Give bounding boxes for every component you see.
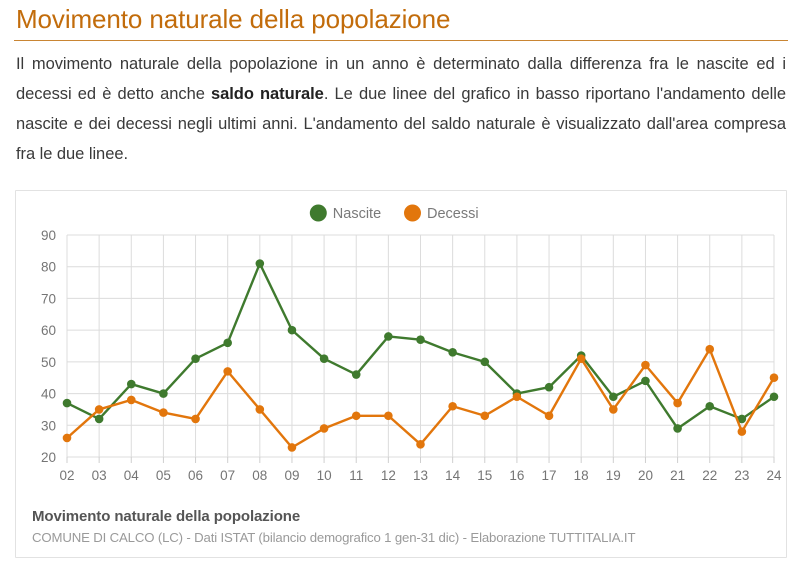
data-point[interactable] bbox=[319, 354, 329, 363]
data-point[interactable] bbox=[223, 367, 232, 376]
x-axis: 02 03 04 05 06 07 08 09 10 11 12 13 14 15 16 17 18 19 20 21… bbox=[59, 235, 782, 483]
x-axis-tick-label: 20 bbox=[638, 468, 653, 483]
y-axis-tick-label: 40 bbox=[41, 387, 56, 402]
y-axis-tick-label: 30 bbox=[41, 418, 56, 433]
data-point[interactable] bbox=[94, 405, 104, 414]
intro-paragraph: Il movimento naturale della popolazione … bbox=[14, 49, 788, 169]
x-axis-tick-label: 23 bbox=[734, 468, 749, 483]
data-point[interactable] bbox=[191, 354, 200, 363]
y-axis-tick-label: 80 bbox=[41, 260, 56, 275]
x-axis-tick-label: 02 bbox=[59, 468, 74, 483]
data-point[interactable] bbox=[62, 398, 72, 408]
x-axis-tick-label: 24 bbox=[766, 468, 782, 483]
series-nascite bbox=[62, 259, 779, 433]
legend-item-nascite[interactable]: Nascite bbox=[309, 204, 381, 223]
data-point[interactable] bbox=[609, 392, 618, 402]
page-title: Movimento naturale della popolazione bbox=[14, 0, 788, 41]
y-axis-tick-label: 20 bbox=[41, 450, 56, 465]
chart-gridlines: 20 30 40 50 60 70 80 90 bbox=[41, 228, 774, 465]
data-point[interactable] bbox=[384, 411, 393, 421]
data-point[interactable] bbox=[416, 440, 425, 449]
data-point[interactable] bbox=[159, 408, 168, 417]
data-point[interactable] bbox=[705, 401, 715, 411]
data-point[interactable] bbox=[319, 424, 329, 433]
x-axis-tick-label: 09 bbox=[284, 468, 299, 483]
data-point[interactable] bbox=[384, 332, 393, 341]
chart-legend: Nascite Decessi bbox=[309, 204, 479, 223]
intro-text-part-2: . Le due linee del grafico in basso ripo… bbox=[16, 84, 786, 163]
data-point[interactable] bbox=[544, 382, 554, 392]
line-chart: 20 30 40 50 60 70 80 90 02 03 04 05 06 07 08 09 10 11 12 13… bbox=[41, 204, 782, 483]
x-axis-tick-label: 10 bbox=[317, 468, 332, 483]
data-point[interactable] bbox=[126, 395, 136, 405]
data-point[interactable] bbox=[544, 411, 554, 421]
data-point[interactable] bbox=[62, 433, 72, 443]
x-axis-tick-label: 22 bbox=[702, 468, 717, 483]
x-axis-tick-label: 12 bbox=[381, 468, 396, 483]
data-point[interactable] bbox=[769, 392, 779, 402]
data-point[interactable] bbox=[769, 373, 779, 383]
data-point[interactable] bbox=[191, 414, 200, 424]
data-point[interactable] bbox=[416, 335, 425, 344]
x-axis-tick-label: 19 bbox=[606, 468, 621, 483]
data-point[interactable] bbox=[705, 344, 715, 354]
x-axis-tick-label: 15 bbox=[477, 468, 492, 483]
data-point[interactable] bbox=[480, 357, 490, 367]
data-point[interactable] bbox=[351, 411, 361, 421]
x-axis-tick-label: 04 bbox=[124, 468, 140, 483]
y-axis-tick-label: 70 bbox=[41, 291, 56, 306]
x-axis-tick-label: 18 bbox=[574, 468, 589, 483]
x-axis-tick-label: 16 bbox=[509, 468, 524, 483]
data-point[interactable] bbox=[94, 414, 104, 424]
data-point[interactable] bbox=[287, 443, 297, 452]
legend-item-decessi[interactable]: Decessi bbox=[404, 204, 479, 223]
chart-plot-area: 20 30 40 50 60 70 80 90 02 03 04 05 06 07 08 09 10 11 12 13… bbox=[16, 191, 786, 496]
x-axis-tick-label: 14 bbox=[445, 468, 461, 483]
legend-swatch-decessi bbox=[404, 204, 421, 222]
chart-card: 20 30 40 50 60 70 80 90 02 03 04 05 06 07 08 09 10 11 12 13… bbox=[15, 190, 787, 558]
chart-caption: Movimento naturale della popolazione COM… bbox=[32, 507, 774, 547]
data-point[interactable] bbox=[576, 354, 586, 363]
data-point[interactable] bbox=[448, 401, 457, 411]
data-point[interactable] bbox=[641, 376, 650, 386]
intro-emphasis-saldo-naturale: saldo naturale bbox=[211, 84, 324, 103]
x-axis-tick-label: 08 bbox=[252, 468, 267, 483]
data-point[interactable] bbox=[673, 398, 682, 408]
intro-text-part-1: Il movimento naturale della popolazione … bbox=[16, 54, 786, 103]
data-point[interactable] bbox=[673, 424, 682, 433]
chart-caption-subtitle: COMUNE DI CALCO (LC) - Dati ISTAT (bilan… bbox=[32, 530, 636, 545]
x-axis-tick-label: 03 bbox=[92, 468, 107, 483]
series-decessi bbox=[62, 344, 779, 452]
data-point[interactable] bbox=[609, 405, 618, 414]
x-axis-tick-label: 13 bbox=[413, 468, 428, 483]
data-point[interactable] bbox=[126, 379, 136, 389]
x-axis-tick-label: 06 bbox=[188, 468, 203, 483]
y-axis-tick-label: 60 bbox=[41, 323, 56, 338]
data-point[interactable] bbox=[159, 389, 168, 398]
data-point[interactable] bbox=[737, 427, 747, 436]
x-axis-tick-label: 05 bbox=[156, 468, 171, 483]
data-point[interactable] bbox=[737, 414, 747, 424]
x-axis-tick-label: 07 bbox=[220, 468, 235, 483]
data-point[interactable] bbox=[480, 411, 490, 421]
data-point[interactable] bbox=[223, 338, 232, 348]
data-point[interactable] bbox=[448, 348, 457, 357]
y-axis-tick-label: 90 bbox=[41, 228, 56, 243]
data-point[interactable] bbox=[351, 370, 361, 379]
legend-swatch-nascite bbox=[309, 204, 327, 222]
chart-caption-title: Movimento naturale della popolazione bbox=[32, 508, 301, 525]
x-axis-tick-label: 17 bbox=[542, 468, 557, 483]
y-axis-tick-label: 50 bbox=[41, 355, 56, 370]
x-axis-tick-label: 21 bbox=[670, 468, 685, 483]
data-point[interactable] bbox=[641, 360, 650, 370]
data-point[interactable] bbox=[512, 392, 522, 402]
data-point[interactable] bbox=[287, 325, 297, 335]
data-point[interactable] bbox=[255, 405, 265, 414]
x-axis-tick-label: 11 bbox=[349, 468, 363, 483]
data-point[interactable] bbox=[255, 259, 265, 268]
legend-label: Decessi bbox=[427, 206, 479, 222]
legend-label: Nascite bbox=[333, 206, 381, 222]
